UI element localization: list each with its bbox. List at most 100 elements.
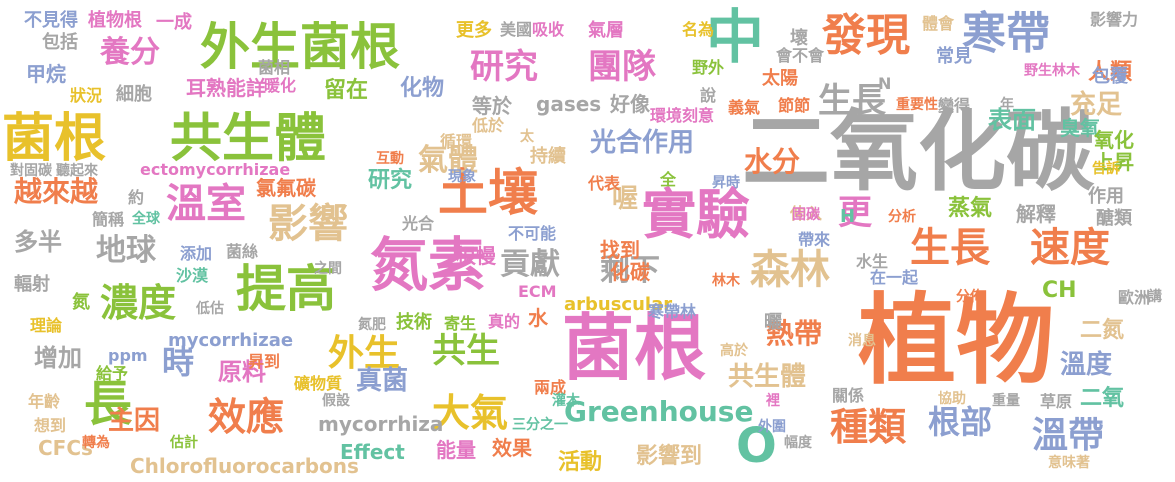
cloud-word: 歐洲 (1118, 288, 1151, 307)
cloud-word: 昇時 (712, 175, 740, 191)
cloud-word: 大氣 (432, 391, 509, 435)
cloud-word: 光合作用 (590, 128, 695, 158)
cloud-word: 環境 (650, 106, 683, 125)
cloud-word: 化物 (400, 76, 445, 101)
cloud-word: 喔 (612, 184, 639, 214)
cloud-word: 昇到 (248, 352, 281, 371)
cloud-word: 常見 (936, 46, 972, 67)
cloud-word: 帶來 (798, 230, 831, 249)
cloud-word: 菌相 (258, 58, 291, 77)
cloud-word: 水分 (744, 145, 801, 178)
cloud-word: 更多 (456, 20, 492, 41)
cloud-word: 長 (84, 376, 133, 432)
cloud-word: 礦物質 (294, 374, 343, 393)
cloud-word: 耳熟能詳 (186, 76, 266, 100)
cloud-word: 好像 (610, 92, 650, 116)
cloud-word: mycorrhizae (168, 330, 294, 351)
cloud-word: 全球 (132, 211, 160, 227)
cloud-word: Greenhouse (564, 395, 754, 428)
cloud-word: 裡 (766, 393, 780, 409)
cloud-word: 氧化 (1094, 128, 1134, 152)
cloud-word: 氯氟碳 (256, 176, 316, 200)
cloud-word: 影響力 (1090, 10, 1139, 29)
cloud-word: 真的 (488, 312, 521, 331)
cloud-word: 光合 (402, 214, 435, 233)
cloud-word: 現象 (448, 169, 476, 185)
cloud-word: 水生 (856, 252, 889, 271)
cloud-word: 固碳 (792, 207, 820, 223)
cloud-word: O (736, 418, 777, 474)
cloud-word: 森林 (750, 247, 830, 293)
cloud-word: 沙漠 (176, 266, 209, 285)
cloud-word: 重量 (992, 393, 1020, 409)
cloud-word: 甲烷 (26, 62, 66, 86)
cloud-word: N (878, 74, 892, 93)
cloud-word: 兩成 (534, 378, 567, 397)
cloud-word: 低估 (196, 301, 224, 317)
cloud-word: 時 (162, 343, 195, 381)
cloud-word: 草原 (1040, 392, 1073, 411)
cloud-word: 暖化 (264, 76, 297, 95)
cloud-word: 菌根 (2, 109, 107, 169)
cloud-word: 蒸氣 (948, 196, 993, 221)
cloud-word: 原料 (218, 358, 266, 386)
cloud-word: 聽起來 (56, 163, 98, 179)
cloud-word: 植物 (858, 284, 1055, 398)
cloud-word: 外生 (328, 333, 401, 374)
cloud-word: 熱帶 (766, 317, 823, 350)
cloud-word: 表面 (988, 106, 1036, 134)
cloud-word: 養分 (100, 35, 160, 70)
cloud-word: 義氣 (728, 98, 761, 117)
cloud-word: 分析 (888, 209, 916, 225)
cloud-word: 貢獻 (500, 247, 560, 282)
cloud-word: 作用 (1088, 186, 1124, 207)
cloud-word: 根部 (928, 403, 993, 441)
cloud-word: ppm (108, 346, 148, 365)
cloud-word: 效果 (492, 436, 532, 460)
cloud-word: 互動 (376, 151, 404, 167)
cloud-word: 約 (128, 188, 145, 207)
cloud-word: 中 (706, 3, 765, 71)
cloud-word: mycorrhiza (318, 412, 444, 436)
cloud-word: 留在 (324, 78, 369, 103)
cloud-word: 主因 (108, 406, 161, 436)
cloud-word: 氮 (72, 292, 90, 313)
cloud-word: 根慢 (456, 244, 496, 268)
cloud-word: 假設 (322, 393, 350, 409)
cloud-word: ectomycorrhizae (140, 160, 291, 179)
cloud-word: 野外 (692, 58, 725, 77)
cloud-word: 氣體 (418, 143, 478, 178)
cloud-word: 意味著 (1048, 455, 1090, 471)
cloud-word: 包覆 (1092, 66, 1128, 87)
cloud-word: 灌木 (552, 393, 580, 409)
cloud-word: 活動 (558, 450, 603, 475)
cloud-word: 技術 (396, 312, 432, 333)
cloud-word: 研究 (368, 168, 413, 193)
cloud-word: ECM (518, 282, 557, 301)
cloud-word: 速度 (1030, 225, 1110, 271)
cloud-word: 幅度 (784, 435, 812, 451)
cloud-word: 美國 (500, 20, 533, 39)
cloud-word: 研究 (470, 47, 538, 87)
cloud-word: 轉為 (82, 435, 110, 451)
cloud-word: 給予 (96, 364, 129, 383)
cloud-word: 節節 (778, 96, 811, 115)
cloud-word: 外生菌根 (200, 18, 400, 76)
cloud-word: 更 (838, 193, 872, 233)
cloud-word: 狀況 (70, 86, 103, 105)
cloud-word: 共生體 (728, 362, 807, 392)
cloud-word: 溫帶 (1032, 415, 1105, 456)
cloud-word: 在一起 (870, 268, 919, 287)
cloud-word: 不見得 (24, 10, 78, 31)
cloud-word: 氣層 (588, 20, 624, 41)
cloud-word: 氮肥 (358, 317, 386, 333)
cloud-word: 想到 (34, 416, 67, 435)
cloud-word: Chlorofluorocarbons (130, 454, 359, 478)
cloud-word: 添加 (180, 244, 213, 263)
cloud-word: 重要性 (896, 97, 938, 113)
cloud-word: 提高 (236, 260, 336, 318)
cloud-word: 細胞 (116, 84, 152, 105)
cloud-word: 太 (520, 129, 534, 145)
cloud-word: 種類 (830, 405, 907, 449)
cloud-word: 包括 (42, 32, 78, 53)
